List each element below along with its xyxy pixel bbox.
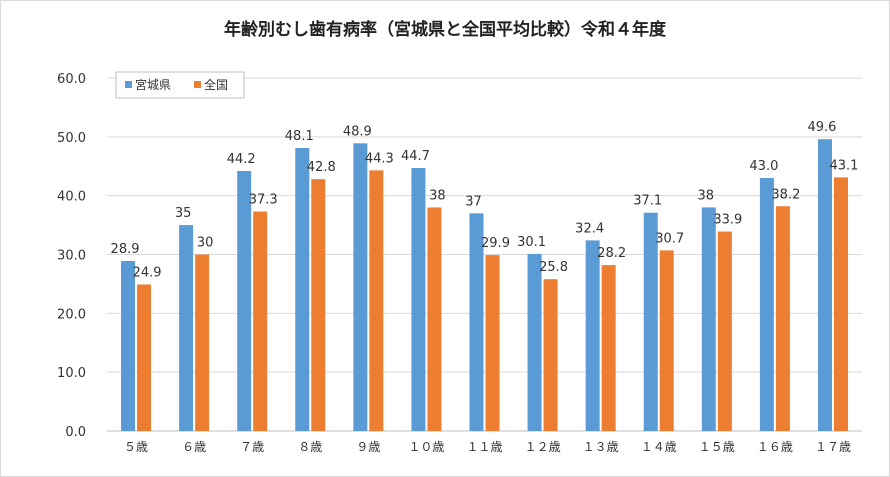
x-tick-label: １０歳 [408,440,444,454]
bar-national [717,231,732,431]
data-label: 48.1 [285,129,314,144]
bar-national [485,255,500,431]
data-label: 42.8 [307,160,336,175]
bar-national [137,284,152,431]
x-tick-label: １７歳 [815,440,851,454]
bar-miyagi [759,178,774,431]
data-label: 30.1 [517,235,546,250]
data-label: 38 [698,188,715,203]
bar-national [659,250,674,431]
bar-miyagi [237,170,252,431]
bar-miyagi [585,240,600,431]
bar-national [427,207,442,431]
data-label: 32.4 [575,221,604,236]
data-label: 30 [197,236,214,251]
x-tick-label: ５歳 [124,440,148,454]
y-tick-label: 10.0 [57,366,86,381]
bar-national [195,254,210,431]
chart-title: 年齢別むし歯有病率（宮城県と全国平均比較）令和４年度 [224,19,667,40]
bar-national [543,279,558,431]
data-label: 38 [429,188,446,203]
bar-miyagi [817,139,832,432]
bar-miyagi [701,207,716,431]
data-label: 49.6 [807,120,836,135]
data-label: 48.9 [343,124,372,139]
x-tick-label: ８歳 [298,440,322,454]
bar-miyagi [121,260,136,431]
data-label: 28.2 [597,246,626,261]
data-label: 37.1 [633,194,662,209]
data-label: 30.7 [655,231,684,246]
legend-label: 全国 [204,77,228,92]
bar-national [311,179,326,431]
data-label: 43.1 [829,158,858,173]
x-tick-label: １５歳 [699,440,735,454]
legend-swatch-national [194,81,201,88]
data-labels: 28.9 24.9 35 30 44.2 37.3 48.1 42.8 48.9 44.3 44.7… [111,120,859,280]
x-tick-label: １４歳 [641,440,677,454]
y-tick-label: 0.0 [65,425,86,440]
y-tick-label: 40.0 [57,190,86,205]
bars [121,139,848,432]
legend-swatch-miyagi [125,81,132,88]
bar-miyagi [179,225,194,431]
bar-miyagi [469,213,484,431]
bar-miyagi [411,168,426,431]
bar-miyagi [295,148,310,432]
x-tick-label: １６歳 [757,440,793,454]
y-tick-label: 30.0 [57,249,86,264]
bar-national [369,170,384,431]
legend: 宮城県 全国 [115,71,245,99]
data-label: 37.3 [249,193,278,208]
y-axis: 0.0 10.0 20.0 30.0 40.0 50.0 60.0 [57,72,86,440]
x-tick-label: １２歳 [525,440,561,454]
data-label: 44.3 [365,151,394,166]
bar-national [833,177,848,431]
y-tick-label: 20.0 [57,307,86,322]
x-tick-label: ９歳 [356,440,380,454]
data-label: 44.2 [227,152,256,167]
data-label: 38.2 [771,187,800,202]
data-label: 35 [175,206,192,221]
data-label: 44.7 [401,149,430,164]
data-label: 37 [465,194,482,209]
x-axis: ５歳 ６歳 ７歳 ８歳 ９歳 １０歳 １１歳 １２歳 １３歳 １４歳 １５歳 １６歳 １７歳 [124,440,851,454]
data-label: 28.9 [111,242,140,257]
y-tick-label: 60.0 [57,72,86,87]
bar-miyagi [527,253,542,431]
data-label: 29.9 [481,236,510,251]
data-label: 24.9 [133,266,162,281]
x-tick-label: ６歳 [182,440,206,454]
data-label: 43.0 [749,159,778,174]
legend-label: 宮城県 [135,77,171,92]
bar-national [253,211,268,431]
bar-miyagi [643,212,658,431]
x-tick-label: ７歳 [240,440,264,454]
x-tick-label: １３歳 [583,440,619,454]
bar-national [775,206,790,431]
gridlines [107,77,862,432]
legend-box [115,71,245,99]
bar-miyagi [353,143,368,431]
data-label: 25.8 [539,260,568,275]
y-tick-label: 50.0 [57,131,86,146]
bar-national [601,265,616,431]
data-label: 33.9 [713,213,742,228]
x-tick-label: １１歳 [466,440,502,454]
